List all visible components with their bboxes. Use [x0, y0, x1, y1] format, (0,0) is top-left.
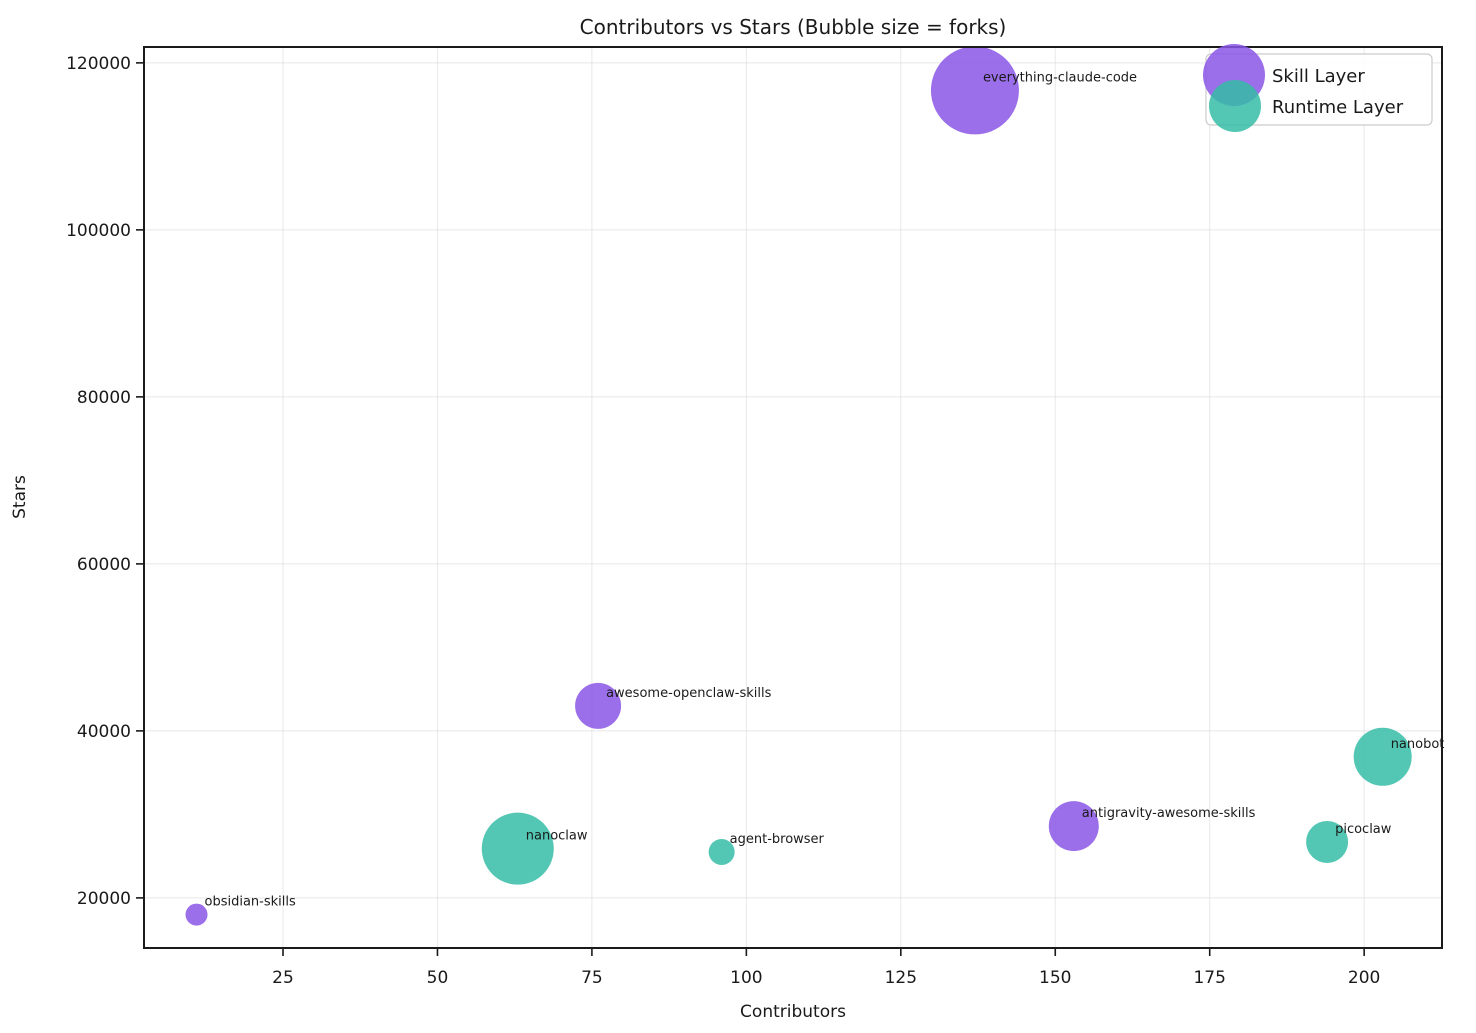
bubble-antigravity-awesome-skills: [1048, 801, 1099, 852]
point-annotations: everything-claude-code awesome-openclaw-s…: [205, 70, 1445, 909]
legend-marker-runtime-layer: [1209, 80, 1261, 132]
bubble-awesome-openclaw-skills: [575, 682, 622, 729]
bubble-label-antigravity-awesome-skills: antigravity-awesome-skills: [1082, 806, 1256, 821]
bubble-nanoclaw: [481, 812, 554, 885]
x-tick-label: 175: [1193, 968, 1225, 988]
y-axis-label: Stars: [10, 475, 30, 519]
chart-title: Contributors vs Stars (Bubble size = for…: [580, 15, 1007, 39]
x-axis-label: Contributors: [740, 1002, 846, 1022]
axis-ticks: [136, 62, 1365, 956]
bubble-label-nanobot: nanobot: [1391, 737, 1445, 752]
bubble-obsidian-skills: [185, 903, 208, 926]
bubble-label-awesome-openclaw-skills: awesome-openclaw-skills: [606, 686, 772, 701]
y-tick-label: 120000: [66, 54, 131, 74]
bubble-series: [185, 46, 1412, 926]
bubble-label-picoclaw: picoclaw: [1335, 822, 1392, 837]
legend-label-runtime-layer: Runtime Layer: [1272, 97, 1404, 118]
legend-label-skill-layer: Skill Layer: [1272, 66, 1365, 87]
bubble-agent-browser: [708, 838, 735, 865]
y-tick-label: 100000: [66, 221, 131, 241]
legend: Skill Layer Runtime Layer: [1203, 44, 1433, 132]
bubble-picoclaw: [1306, 820, 1349, 863]
y-tick-label: 20000: [77, 889, 131, 909]
x-tick-label: 150: [1039, 968, 1071, 988]
x-tick-label: 200: [1348, 968, 1380, 988]
bubble-everything-claude-code: [930, 46, 1019, 135]
axis-tick-labels: 25 50 75 100 125 150 175 200 20000 40000 60000 8000…: [66, 54, 1380, 988]
y-tick-label: 80000: [77, 388, 131, 408]
bubble-label-nanoclaw: nanoclaw: [526, 829, 588, 844]
plot-border: [143, 46, 1443, 949]
bubble-label-everything-claude-code: everything-claude-code: [983, 70, 1137, 85]
bubble-label-obsidian-skills: obsidian-skills: [205, 895, 296, 910]
bubble-nanobot: [1353, 727, 1412, 786]
x-tick-label: 75: [581, 968, 603, 988]
x-tick-label: 50: [427, 968, 449, 988]
y-tick-label: 40000: [77, 722, 131, 742]
x-tick-label: 125: [885, 968, 917, 988]
x-tick-label: 100: [730, 968, 762, 988]
y-tick-label: 60000: [77, 555, 131, 575]
bubble-label-agent-browser: agent-browser: [730, 832, 825, 847]
x-tick-label: 25: [272, 968, 294, 988]
